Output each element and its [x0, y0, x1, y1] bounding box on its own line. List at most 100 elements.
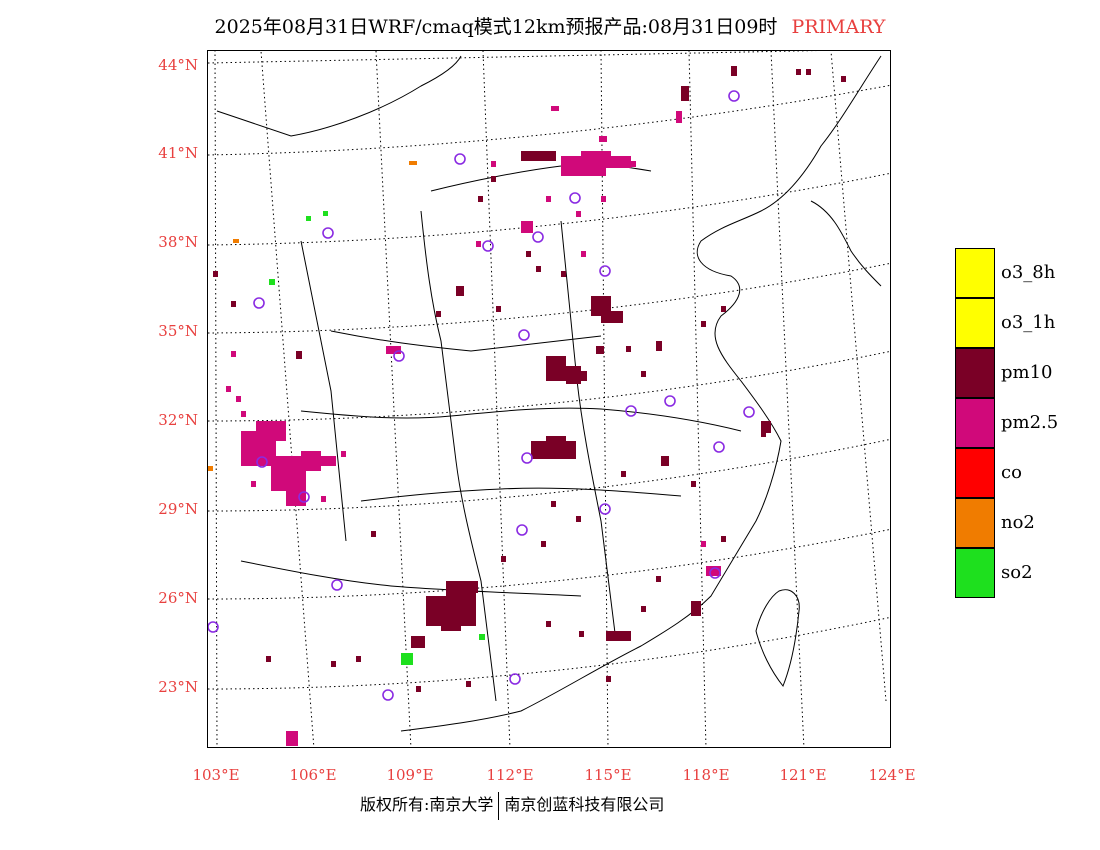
lat-label: 32°N [158, 411, 198, 429]
station-marker [709, 567, 721, 579]
pm25-cell [241, 411, 246, 417]
pm10-cell [579, 371, 587, 381]
pm10-cell [536, 266, 541, 272]
pm10-cell [761, 421, 771, 433]
map-frame [207, 50, 891, 748]
pm10-cell [596, 346, 604, 354]
pm10-cell [231, 301, 236, 307]
pm10-cell [641, 371, 646, 377]
lon-label: 112°E [486, 766, 534, 784]
pm10-cell [466, 581, 478, 593]
pm10-cell [436, 311, 441, 317]
station-marker [599, 503, 611, 515]
parallel-35n [208, 262, 890, 334]
pm10-cell [546, 436, 566, 446]
pm10-cell [546, 356, 566, 381]
taiwan-outline [755, 589, 800, 687]
interior-border-h [300, 240, 347, 542]
pm10-cell [566, 366, 581, 384]
station-marker [521, 452, 533, 464]
title-main: 2025年08月31日WRF/cmaq模式12km预报产品:08月31日09时 [214, 16, 778, 38]
station-marker [516, 524, 528, 536]
so2-cell [323, 211, 328, 216]
station-marker [518, 329, 530, 341]
no2-cell [233, 239, 239, 243]
station-marker [743, 406, 755, 418]
legend-swatch [955, 248, 995, 298]
pm25-cell [491, 161, 496, 167]
interior-border-d [360, 487, 682, 502]
pm25-cell [256, 421, 286, 441]
pm25-cell [521, 221, 533, 233]
meridian-118e [688, 51, 707, 747]
lon-label: 118°E [682, 766, 730, 784]
pm25-cell [576, 211, 581, 217]
pm10-cell [691, 601, 701, 616]
pm25-cell [341, 451, 346, 457]
meridian-121e [770, 51, 805, 747]
pm10-cell [541, 541, 546, 547]
pm10-cell [606, 676, 611, 682]
no2-cell [208, 466, 213, 471]
pollution-cells [208, 66, 846, 746]
pm10-cell [296, 351, 302, 359]
station-marker [569, 192, 581, 204]
no2-cell [409, 161, 417, 165]
footer-right: 南京创蓝科技有限公司 [504, 795, 665, 814]
pm25-cell [601, 196, 606, 202]
meridian-109e [375, 51, 412, 747]
pm25-cell [601, 156, 631, 168]
legend-label: pm10 [1001, 362, 1053, 383]
lat-label: 23°N [158, 678, 198, 696]
pm25-cell [286, 481, 306, 506]
pm10-cell [456, 286, 464, 296]
korea-outline [810, 200, 882, 287]
station-marker [532, 231, 544, 243]
lon-label: 106°E [289, 766, 337, 784]
lon-label: 103°E [192, 766, 240, 784]
map-canvas [208, 51, 890, 747]
pm25-cell [316, 456, 336, 466]
station-marker [393, 350, 405, 362]
pm10-cell [621, 471, 626, 477]
footer-divider [498, 791, 500, 820]
meridian-106e [260, 51, 315, 747]
so2-cell [306, 216, 311, 221]
pm10-cell [656, 576, 661, 582]
pm25-cell [286, 731, 298, 746]
pm25-cell [706, 566, 721, 576]
parallel-23n [208, 616, 890, 690]
station-marker [728, 90, 740, 102]
pm10-cell [356, 656, 361, 662]
lat-label: 35°N [158, 322, 198, 340]
pm10-cell [526, 251, 531, 257]
interior-border-g [560, 220, 617, 642]
pm25-cell [631, 161, 636, 167]
legend-swatch [955, 448, 995, 498]
station-marker [322, 227, 334, 239]
title-tag: PRIMARY [791, 16, 886, 38]
meridian-112e [482, 51, 511, 747]
legend-label: so2 [1001, 562, 1033, 583]
pm10-cell [681, 86, 689, 101]
pm10-cell [641, 606, 646, 612]
station-marker [256, 456, 268, 468]
legend-label: pm2.5 [1001, 412, 1059, 433]
lat-label: 29°N [158, 500, 198, 518]
pm10-cell [731, 66, 737, 76]
pm10-cell [213, 271, 218, 277]
station-marker [298, 491, 310, 503]
pm10-cell [806, 69, 811, 75]
interior-border-e [240, 560, 582, 597]
station-marker [208, 621, 219, 633]
lat-label: 44°N [158, 56, 198, 74]
legend-swatch [955, 498, 995, 548]
interior-border-b [330, 330, 602, 352]
pm10-cell [561, 271, 566, 277]
pm25-cell [476, 241, 481, 247]
pm10-cell [551, 501, 556, 507]
pm10-cell [606, 631, 631, 641]
station-marker [454, 153, 466, 165]
legend-label: no2 [1001, 512, 1035, 533]
pm10-cell [721, 536, 726, 542]
